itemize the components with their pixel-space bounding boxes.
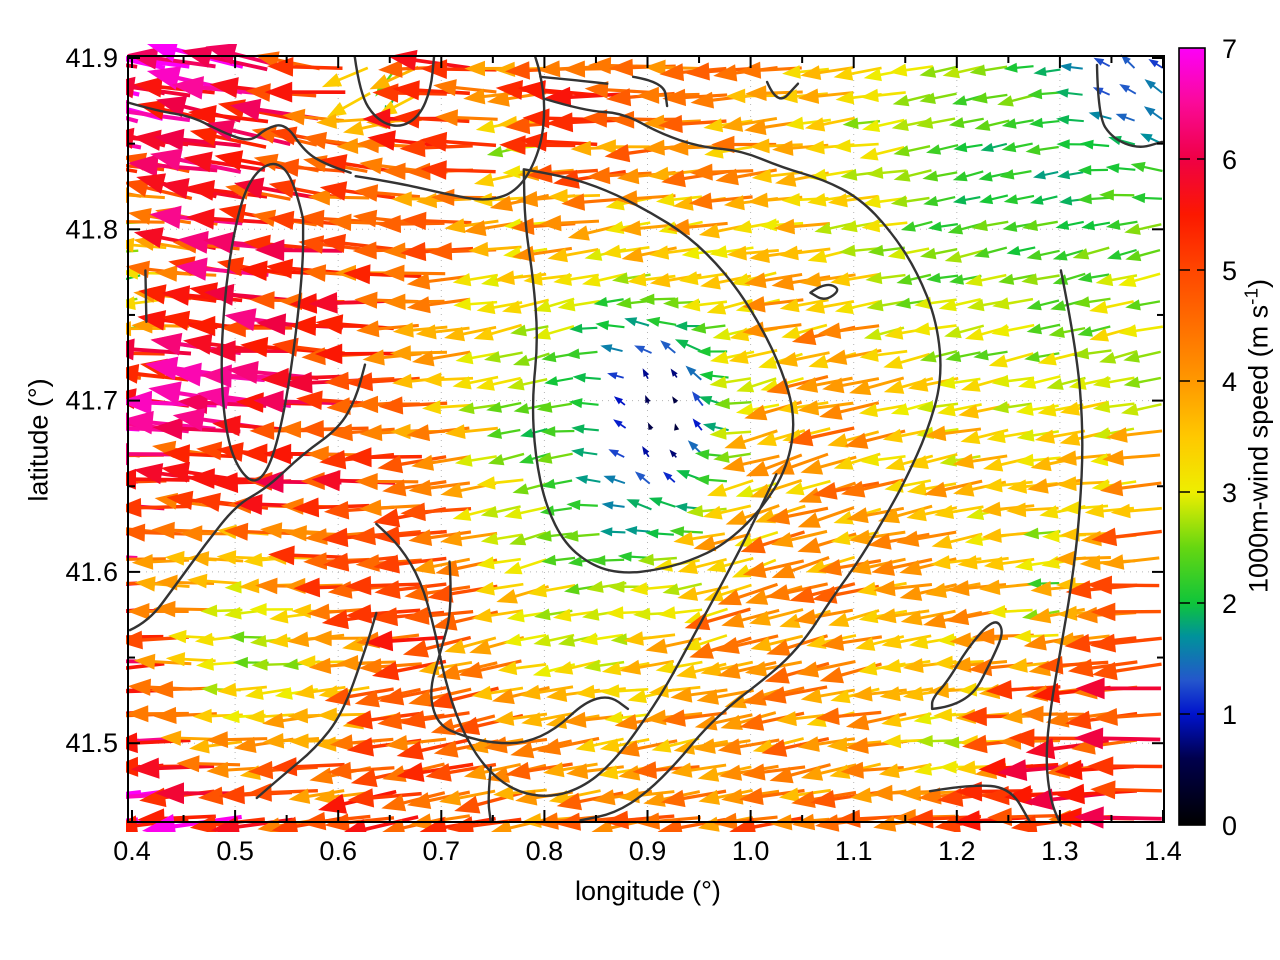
contour-c3 [353, 55, 436, 127]
contour-c6 [1045, 269, 1084, 827]
colorbar-tick-label: 6 [1222, 145, 1237, 175]
plot-frame [127, 55, 1165, 823]
contour-c18 [631, 75, 669, 108]
x-axis-title: longitude (°) [575, 876, 721, 906]
colorbar-tick-label: 2 [1222, 589, 1237, 619]
x-tick-label: 1.4 [1144, 836, 1182, 866]
colorbar-tick-label: 4 [1222, 367, 1237, 397]
contour-c19 [765, 80, 800, 100]
x-tick-label: 1.3 [1041, 836, 1079, 866]
colorbar-tick-label: 7 [1222, 34, 1237, 64]
x-tick-label: 0.8 [526, 836, 564, 866]
x-tick-label: 0.4 [113, 836, 151, 866]
contour-c8 [255, 611, 378, 800]
colorbar-title-close: ) [1243, 279, 1274, 289]
colorbar-tick-label: 1 [1222, 700, 1237, 730]
y-tick-label: 41.7 [65, 386, 118, 416]
colorbar-title-text: 1000m-wind speed (m s [1243, 304, 1274, 593]
colorbar-tick-label: 0 [1222, 811, 1237, 841]
y-tick-label: 41.6 [65, 557, 118, 587]
y-tick-label: 41.9 [65, 43, 118, 73]
colorbar-border [1178, 47, 1206, 826]
contour-c17 [539, 75, 609, 85]
contour-c13 [809, 283, 839, 300]
grid-lines [128, 56, 1164, 822]
y-axis-title: latitude (°) [23, 378, 54, 502]
x-tick-label: 1.2 [938, 836, 976, 866]
colorbar-tick-label: 5 [1222, 256, 1237, 286]
colorbar-tick-label: 3 [1222, 478, 1237, 508]
contour-lines [126, 55, 1164, 827]
x-tick-label: 0.5 [216, 836, 254, 866]
contour-c14 [930, 621, 1003, 711]
contour-c7 [1095, 63, 1164, 148]
contour-c11 [354, 55, 546, 201]
x-tick-label: 0.6 [319, 836, 357, 866]
contour-c12 [128, 363, 367, 632]
y-tick-label: 41.8 [65, 214, 118, 244]
colorbar-gradient [1179, 48, 1205, 825]
contour-c5 [544, 97, 942, 822]
contour-c1 [126, 101, 352, 174]
contour-c2 [220, 162, 305, 482]
y-tick-label: 41.5 [65, 728, 118, 758]
colorbar-title: 1000m-wind speed (m s-1) [1242, 279, 1275, 593]
colorbar-title-superscript: -1 [1241, 288, 1263, 305]
contour-c9 [375, 473, 778, 798]
contour-c10 [928, 784, 1032, 824]
contour-c21 [487, 766, 492, 824]
x-tick-label: 1.1 [835, 836, 873, 866]
colorbar: 0 1 2 3 4 5 6 7 [1178, 34, 1237, 841]
x-tick-label: 0.9 [629, 836, 667, 866]
quiver-arrows [126, 44, 1164, 832]
x-tick-label: 0.7 [423, 836, 461, 866]
tick-labels: 0.4 0.5 0.6 0.7 0.8 0.9 1.0 1.1 1.2 1.3 1.4 41.5 41.… [65, 43, 1181, 866]
contour-c15 [144, 269, 148, 323]
x-tick-label: 1.0 [732, 836, 770, 866]
contour-c4 [522, 168, 795, 574]
